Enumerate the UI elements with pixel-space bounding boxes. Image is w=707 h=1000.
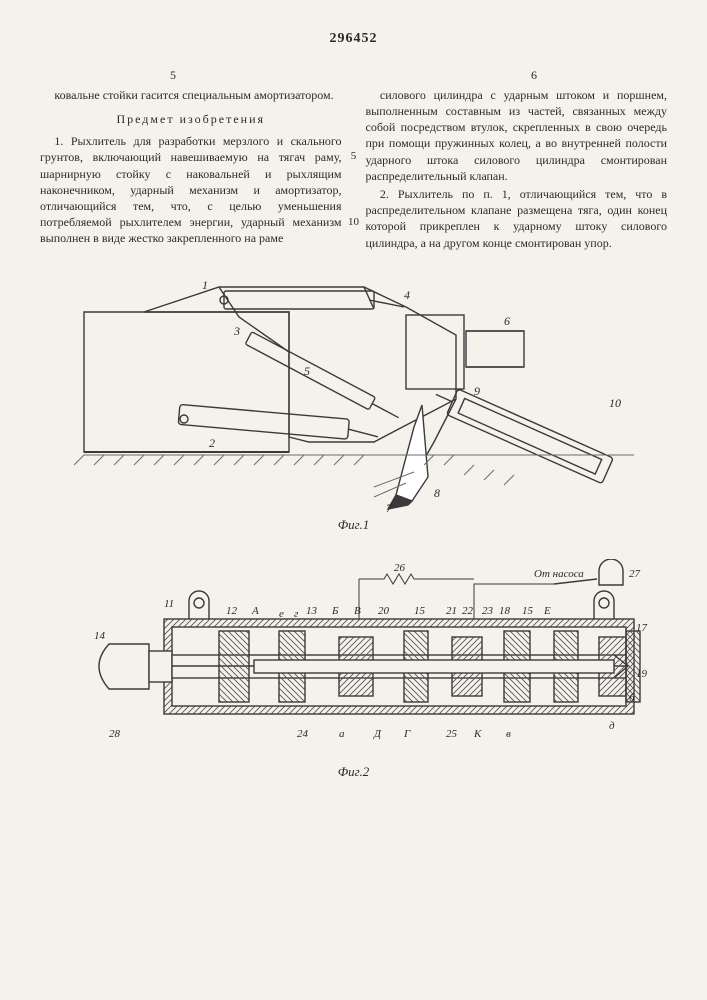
text-columns: 5 10 ковальне стойки гасится специальным… [40,87,667,253]
svg-text:а: а [339,728,345,740]
svg-text:5: 5 [304,364,310,378]
figure-1-drawing: 1 2 3 4 5 6 7 8 9 10 [74,277,634,512]
svg-text:б: б [629,692,635,704]
svg-text:1: 1 [202,278,208,292]
paragraph: 2. Рыхлитель по п. 1, отличающийся тем, … [366,186,668,251]
paragraph: силового цилиндра с ударным штоком и пор… [366,87,668,184]
svg-text:11: 11 [164,598,174,610]
svg-text:3: 3 [233,324,240,338]
svg-text:6: 6 [504,314,510,328]
svg-text:е: е [279,608,284,620]
section-heading: Предмет изобретения [40,111,342,127]
svg-text:27: 27 [629,568,641,580]
svg-text:Е: Е [543,605,551,617]
svg-text:25: 25 [446,728,458,740]
svg-text:Д: Д [373,728,382,740]
page-number-right: 6 [531,67,537,83]
svg-text:26: 26 [394,562,406,574]
line-number: 10 [345,215,363,230]
svg-text:15: 15 [522,605,534,617]
column-right: силового цилиндра с ударным штоком и пор… [366,87,668,253]
figure-2-wrap: 11 12 13 14 15 15 17 18 19 20 21 22 23 2… [40,559,667,781]
page-number-left: 5 [170,67,176,83]
paragraph: ковальне стойки гасится специальным амор… [40,87,342,103]
svg-text:20: 20 [378,605,390,617]
svg-text:д: д [609,720,615,732]
svg-text:г: г [294,608,299,620]
svg-text:8: 8 [434,486,440,500]
svg-text:14: 14 [94,630,106,642]
svg-text:24: 24 [297,728,309,740]
svg-text:17: 17 [636,622,648,634]
svg-text:Г: Г [403,728,411,740]
svg-text:2: 2 [209,436,215,450]
figure-2-drawing: 11 12 13 14 15 15 17 18 19 20 21 22 23 2… [54,559,654,759]
svg-text:А: А [251,605,259,617]
svg-text:15: 15 [414,605,426,617]
svg-text:21: 21 [446,605,457,617]
publication-number: 296452 [40,30,667,49]
svg-text:Б: Б [331,605,339,617]
svg-text:4: 4 [404,288,410,302]
svg-text:В: В [354,605,361,617]
figure-2-caption: Фиг.2 [40,763,667,781]
svg-text:28: 28 [109,728,121,740]
svg-text:19: 19 [636,668,648,680]
svg-text:13: 13 [306,605,318,617]
column-left: ковальне стойки гасится специальным амор… [40,87,342,253]
svg-text:7: 7 [386,501,393,512]
svg-text:18: 18 [499,605,511,617]
figure-1-caption: Фиг.1 [40,516,667,534]
page-number-row: 5 6 [40,67,667,81]
svg-text:в: в [506,728,511,740]
pump-label: От насоса [534,568,584,580]
paragraph: 1. Рыхлитель для разработки мерзлого и с… [40,133,342,246]
svg-text:12: 12 [226,605,238,617]
line-number: 5 [345,149,363,164]
svg-text:22: 22 [462,605,474,617]
figures-area: 1 2 3 4 5 6 7 8 9 10 Фиг.1 [40,277,667,781]
svg-text:10: 10 [609,396,621,410]
svg-text:9: 9 [474,384,480,398]
svg-text:23: 23 [482,605,494,617]
svg-text:К: К [473,728,482,740]
